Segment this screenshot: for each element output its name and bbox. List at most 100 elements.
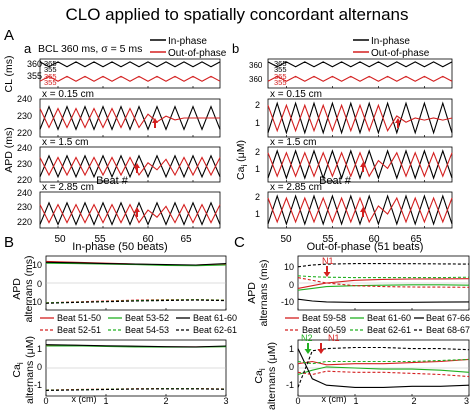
series-line-beat-68-67: [297, 263, 470, 268]
panel-C-apd-tick-10: 10: [284, 262, 294, 272]
panel-B-apd-tick-10: 10: [32, 260, 42, 270]
series-line-in-phase: [39, 154, 221, 179]
legend-label: Beat 59-58: [302, 313, 346, 323]
legend-label: Beat 54-53: [125, 325, 169, 335]
panel-C-ca-ylabel-2: alternans (μM): [266, 342, 278, 410]
series-line-beat-62-61: [45, 388, 227, 391]
series-line-out-of-phase: [267, 151, 453, 178]
panel-B-xtick-0: 0: [43, 396, 48, 406]
panel-B-title: In-phase (50 beats): [72, 241, 167, 253]
panel-a-apd-tick-220: 220: [17, 175, 32, 185]
panel-a-apd-tick-240: 240: [17, 143, 32, 153]
panel-C-legend: Beat 59-58 Beat 61-60 Beat 67-66 Beat 60…: [285, 313, 470, 335]
series-line-in-phase: [39, 201, 221, 226]
panel-b-xtick-65: 65: [410, 234, 422, 245]
panel-b-ca-ylabel-sub: i: [240, 165, 249, 167]
panel-B-apd-tick-m10: -10: [29, 297, 42, 307]
panel-label-B: B: [4, 234, 14, 251]
panel-a-apd-tick-230: 230: [17, 202, 32, 212]
panel-a-xtick-50: 50: [54, 234, 66, 245]
panel-B-ca-tick-m1: -1: [34, 380, 42, 390]
panel-b-xtick-55: 55: [322, 234, 334, 245]
panel-b-row-frame-2: [267, 146, 453, 183]
series-line-beat-62-61: [297, 358, 470, 365]
annotation-arrow-a-2: [134, 207, 140, 217]
series-line-beat-61-60: [297, 284, 470, 291]
series-line-beat-67-66: [297, 298, 470, 303]
panel-b-xlabel: Beat #: [319, 175, 352, 187]
series-line-out-of-phase-cl: [39, 75, 221, 82]
panel-a-apd-ylabel: APD (ms): [3, 127, 15, 173]
series-line-beat-62-61: [297, 275, 470, 279]
legend-label-out-of-phase: Out-of-phase: [371, 48, 430, 59]
legend-label-out-of-phase: Out-of-phase: [168, 48, 227, 59]
series-line-out-of-phase-cl: [267, 75, 453, 82]
panel-b-xtick-60: 60: [368, 234, 380, 245]
panel-b-ca-ylabel-main: Ca: [235, 166, 247, 180]
legend-label: Beat 53-52: [125, 313, 169, 323]
series-line-beat-59-58: [297, 278, 470, 289]
panel-a-row-frame-0: [39, 58, 221, 89]
panel-b-ca-tick-2: 2: [255, 192, 260, 202]
panel-C-ca-ylabel-1: Ca: [253, 370, 265, 384]
legend-label: Beat 67-66: [426, 313, 470, 323]
legend-label: Beat 62-61: [367, 325, 411, 335]
annotation-arrow-n2-ca: [304, 343, 312, 354]
panel-a-xtick-65: 65: [180, 234, 192, 245]
series-line-beat-61-60: [45, 344, 227, 348]
cl-in-355: 355: [44, 65, 57, 74]
panel-a-row-frame-2: [39, 146, 221, 183]
annotation-arrow-b-2: [360, 207, 366, 217]
panel-B-xlabel: x (cm): [72, 394, 97, 404]
series-line-out-of-phase: [267, 103, 453, 133]
panel-B-ca-ylabel: Caialternans (μM): [11, 336, 36, 404]
legend-label-in-phase: In-phase: [371, 36, 410, 47]
cl-label-360: 360: [249, 75, 263, 84]
panel-a-xtick-55: 55: [94, 234, 106, 245]
series-line-beat-60-59: [297, 370, 470, 378]
panel-C-ca-ylabel-sub: i: [258, 368, 267, 370]
cl-label-360: 360: [249, 61, 263, 70]
panel-B-apd-ylabel-1: APD: [11, 278, 23, 300]
legend-label: Beat 51-50: [57, 313, 101, 323]
cl-in-355: 355: [274, 65, 287, 74]
panel-C-ca-tick-1: 1: [289, 344, 294, 354]
legend-label: Beat 61-60: [367, 313, 411, 323]
panel-a-apd-tick-220: 220: [17, 217, 32, 227]
panel-C-xlabel: x (cm): [322, 394, 347, 404]
annotation-arrow-a-0: [152, 118, 158, 128]
series-line-in-phase: [267, 149, 453, 180]
panel-a-cl-ylabel: CL (ms): [3, 56, 15, 93]
panel-b-ca-ylabel-unit: (μM): [235, 140, 247, 165]
panel-B-ca-tick-0: 0: [37, 362, 42, 372]
panel-label-b: b: [232, 41, 239, 56]
panel-a-xtick-60: 60: [142, 234, 154, 245]
legend-label: Beat 60-59: [302, 325, 346, 335]
panel-b-ca-tick-1: 1: [255, 118, 260, 128]
panel-b-row-label-3: x = 2.85 cm: [270, 182, 322, 193]
legend-label: Beat 68-67: [426, 325, 470, 335]
cl-out-355: 355: [274, 78, 287, 87]
panel-b-ca-tick-2: 2: [255, 100, 260, 110]
series-line-beat-60-59: [297, 277, 470, 288]
panel-B-ca-ylabel-sub: i: [16, 362, 25, 364]
panel-C-xtick-1: 1: [353, 396, 358, 406]
series-line-beat-62-61: [45, 299, 227, 304]
series-line-beat-68-67: [297, 346, 470, 388]
panel-B-apd-ylabel-2: alternans (ms): [23, 255, 35, 322]
panel-B-ca-tick-1: 1: [37, 344, 42, 354]
panel-B-apd-tick-0: 0: [37, 279, 42, 289]
series-line-in-phase: [267, 101, 453, 135]
panel-B-xtick-3: 3: [223, 396, 228, 406]
panel-a-legend: In-phase Out-of-phase: [150, 36, 227, 59]
panel-B-ca-ylabel-1: Ca: [11, 364, 23, 378]
series-line-beat-67-66: [297, 348, 470, 388]
panel-a-cl-tick-355: 355: [27, 71, 42, 81]
series-line-out-of-phase: [39, 203, 221, 224]
panel-b-xtick-50: 50: [280, 234, 292, 245]
panel-C-apd-tick-0: 0: [289, 280, 294, 290]
panel-B-xtick-1: 1: [103, 396, 108, 406]
panel-C-ca-ylabel: Caialternans (μM): [253, 342, 278, 410]
panel-a-apd-tick-230: 230: [17, 111, 32, 121]
panel-C-xtick-3: 3: [464, 396, 469, 406]
